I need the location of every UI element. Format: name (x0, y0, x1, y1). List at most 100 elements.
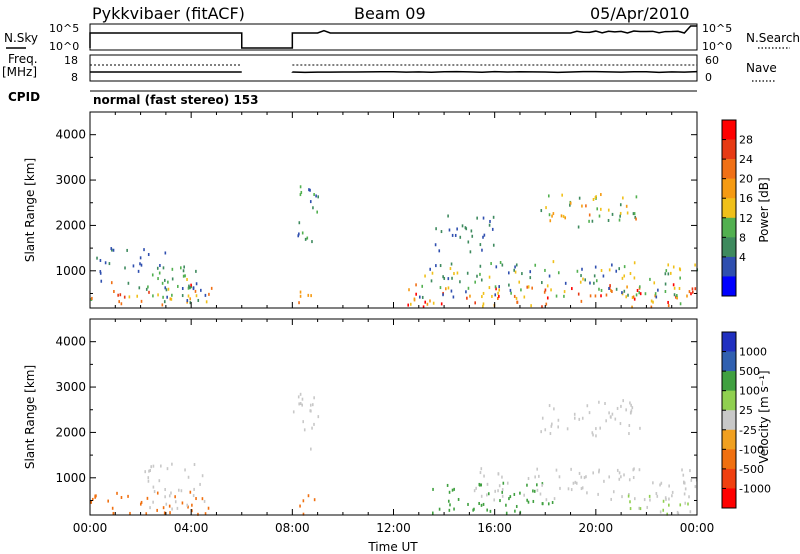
data-cell (633, 261, 636, 265)
data-cell (598, 468, 601, 472)
data-cell (195, 282, 198, 286)
data-cell (108, 262, 111, 266)
data-cell (446, 483, 449, 487)
data-cell (501, 494, 504, 498)
data-cell (149, 506, 151, 510)
colorbar-swatch (722, 488, 736, 509)
data-cell (147, 479, 150, 483)
data-cell (195, 269, 197, 273)
data-cell (447, 277, 450, 281)
colorbar-swatch (722, 178, 736, 199)
radar-title: Pykkvibaer (fitACF) (92, 4, 245, 23)
data-cell (439, 286, 442, 290)
colorbar-swatch (722, 371, 736, 391)
data-cell (163, 511, 166, 515)
data-cell (605, 293, 608, 297)
data-cell (299, 504, 301, 508)
data-cell (639, 292, 642, 296)
data-cell (483, 233, 486, 237)
data-cell (486, 508, 488, 512)
data-cell (438, 249, 441, 253)
data-cell (623, 473, 625, 477)
data-cell (479, 471, 482, 475)
data-cell (316, 210, 318, 214)
data-cell (672, 283, 675, 287)
data-cell (589, 294, 592, 298)
data-cell (447, 214, 449, 218)
colorbar-tick-label: -1000 (739, 482, 771, 495)
data-cell (673, 286, 676, 290)
data-cell (309, 409, 312, 413)
data-cell (466, 296, 468, 300)
data-cell (148, 290, 150, 294)
colorbar-tick-label: -25 (739, 424, 757, 437)
data-cell (110, 281, 113, 285)
data-cell (610, 289, 612, 293)
data-cell (309, 188, 311, 192)
data-cell (594, 294, 597, 298)
data-cell (679, 302, 682, 306)
data-cell (671, 490, 674, 494)
data-cell (516, 300, 518, 304)
data-cell (619, 211, 622, 215)
data-cell (486, 482, 489, 486)
data-cell (548, 213, 551, 217)
data-cell (189, 301, 192, 305)
colorbar-swatch (722, 468, 736, 489)
data-cell (600, 288, 603, 292)
data-cell (442, 275, 444, 279)
data-cell (127, 494, 129, 498)
data-cell (580, 487, 583, 491)
data-cell (612, 490, 615, 494)
data-cell (497, 291, 499, 295)
data-cell (450, 262, 453, 266)
data-cell (193, 463, 196, 467)
data-cell (628, 478, 631, 482)
data-cell (424, 300, 427, 304)
data-cell (600, 294, 602, 298)
data-cell (120, 302, 123, 306)
data-cell (629, 401, 631, 405)
data-cell (151, 273, 154, 277)
data-cell (689, 469, 691, 473)
data-cell (571, 287, 573, 291)
data-cell (694, 287, 697, 291)
data-cell (181, 501, 184, 505)
data-cell (679, 503, 682, 507)
data-cell (156, 508, 158, 512)
data-cell (110, 247, 113, 251)
data-cell (195, 497, 197, 501)
nave-label: Nave (746, 61, 777, 75)
data-cell (597, 492, 599, 496)
power-colorbar: 28 24 20 16 12 8 4 (721, 119, 753, 297)
data-cell (482, 235, 484, 239)
data-cell (691, 290, 694, 294)
data-cell (635, 293, 638, 297)
data-cell (672, 265, 675, 269)
data-cell (303, 428, 306, 432)
data-cell (633, 467, 635, 471)
data-cell (548, 404, 551, 408)
data-cell (311, 240, 313, 244)
data-cell (566, 427, 569, 431)
data-cell (665, 497, 667, 501)
data-cell (182, 269, 185, 273)
data-cell (494, 489, 496, 493)
data-cell (643, 498, 646, 502)
data-cell (574, 480, 577, 484)
data-cell (586, 404, 589, 408)
data-cell (555, 468, 558, 472)
data-cell (585, 475, 587, 479)
data-cell (482, 302, 485, 306)
data-cell (302, 499, 305, 503)
data-cell (515, 504, 518, 508)
data-cell (163, 300, 166, 304)
data-cell (608, 475, 611, 479)
data-cell (176, 506, 179, 510)
nsearch-label: N.Search (746, 31, 800, 45)
data-cell (572, 481, 575, 485)
data-cell (541, 483, 543, 487)
data-cell (623, 274, 626, 278)
data-cell (459, 235, 462, 239)
data-cell (676, 510, 679, 514)
